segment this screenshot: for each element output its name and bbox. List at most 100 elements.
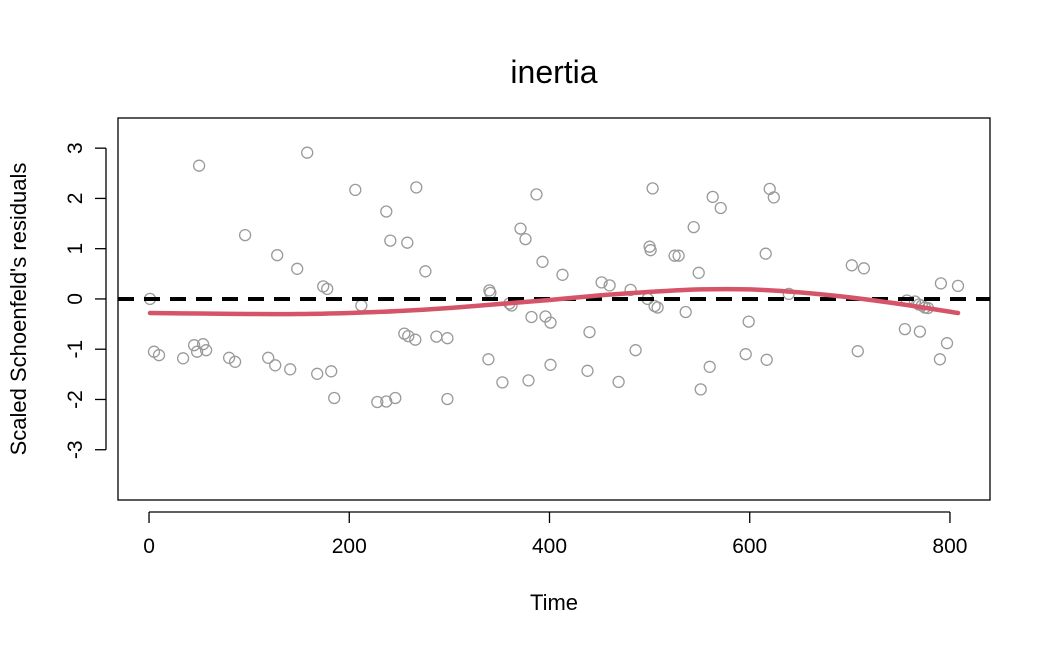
data-point [398,327,411,340]
data-point [857,262,871,275]
y-tick-label: 3 [64,142,87,154]
data-point [644,244,657,257]
data-point [152,349,166,362]
data-point [482,353,495,366]
y-tick-label: 0 [64,293,87,305]
data-point [519,232,532,246]
data-point [603,279,616,292]
data-point [544,358,557,371]
data-point [703,360,716,373]
data-point [651,301,664,314]
data-point [739,348,752,361]
x-tick-label: 200 [332,535,367,558]
data-point [556,268,569,281]
data-point [222,351,236,364]
y-tick-label: 2 [64,193,87,205]
data-point [389,391,402,405]
data-point [544,316,557,329]
data-point [419,265,432,278]
data-point [629,344,642,357]
data-point [687,220,700,234]
data-point [192,159,206,172]
data-point [595,276,608,289]
y-tick-label: -2 [64,390,87,409]
data-point [624,283,637,297]
data-point [522,374,535,387]
data-point [496,376,509,389]
data-point [301,146,314,159]
data-point [384,234,397,247]
data-point [706,190,719,204]
data-point [679,305,692,319]
data-point [845,259,858,272]
data-point [913,325,927,338]
y-tick-label: 1 [64,243,87,255]
data-point [262,351,275,364]
data-point [441,332,454,345]
data-point [355,299,368,312]
data-point [672,249,685,262]
data-point [742,315,755,328]
data-point [940,337,954,350]
data-point [951,279,965,293]
data-point [402,329,415,343]
x-tick-label: 0 [143,535,155,558]
data-point [321,282,334,296]
data-point [933,353,947,366]
data-point [410,181,423,194]
data-point [694,383,707,396]
data-point [441,392,454,406]
smooth-curve [147,286,961,317]
data-point [291,262,304,275]
plot-area-frame [117,117,991,501]
data-point [934,277,948,290]
data-point [714,201,727,215]
y-axis: -3 -2 -1 0 1 2 3 [64,142,107,459]
data-point [401,236,414,249]
y-tick-label: -3 [64,440,87,459]
data-point [269,359,282,372]
data-point [525,310,538,324]
data-point [371,395,384,409]
data-point [311,367,324,380]
data-point [851,345,864,358]
data-point [898,322,912,336]
data-point [530,188,543,201]
data-point [767,191,780,204]
data-point [759,247,772,260]
data-point [430,330,443,343]
data-point [514,222,527,235]
data-point [176,352,190,365]
data-point [325,365,338,378]
residual-points [143,146,965,409]
data-point [409,333,422,346]
data-point [284,363,297,376]
y-axis-label: Scaled Schoenfeld's residuals [6,163,31,456]
data-point [271,249,284,262]
data-point [187,339,201,352]
chart-lines [118,286,990,317]
data-point [760,353,773,366]
x-axis-label: Time [530,590,578,615]
data-point [763,182,776,196]
data-point [692,266,705,279]
data-point [228,355,242,368]
x-tick-label: 400 [532,535,567,558]
data-point [612,375,625,389]
data-point [199,344,213,357]
data-point [646,182,659,195]
x-tick-label: 600 [732,535,767,558]
data-point [317,280,330,293]
data-point [349,183,362,197]
data-point [581,364,594,377]
x-tick-label: 800 [932,535,967,558]
data-point [583,325,596,339]
y-tick-label: -1 [64,340,87,359]
data-point [668,249,681,262]
data-point [328,391,341,405]
data-point [190,345,204,358]
chart-title: inertia [510,54,597,90]
data-point [380,205,393,218]
data-point [196,338,210,351]
